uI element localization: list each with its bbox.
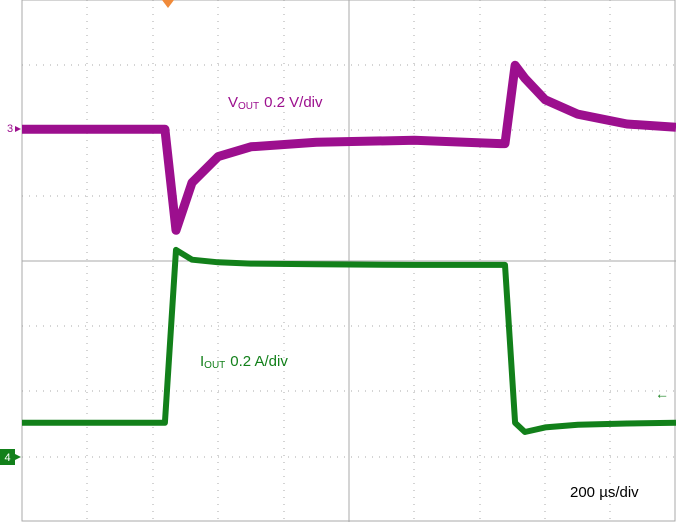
trigger-marker [162,0,174,8]
trace [22,246,676,435]
channel-badge [0,449,15,465]
subscript: OUT [238,101,259,112]
scale: 0.2 A/div [230,353,288,370]
vout-label: VOUT 0.2 V/div [228,94,323,112]
iout-label: IOUT 0.2 A/div [200,353,288,371]
channel-label: 3 [7,123,13,135]
subscript: OUT [204,360,225,371]
scale: 0.2 V/div [264,94,323,111]
grid [22,0,676,522]
trace [22,60,676,235]
symbol: V [228,94,238,111]
channel-marker [15,454,21,460]
symbol: I [200,353,204,370]
timebase-label: 200 µs/div [570,484,639,501]
trigger-level-arrow: ← [655,386,669,402]
channel-marker [15,126,21,132]
channel-label: 4 [4,452,10,464]
